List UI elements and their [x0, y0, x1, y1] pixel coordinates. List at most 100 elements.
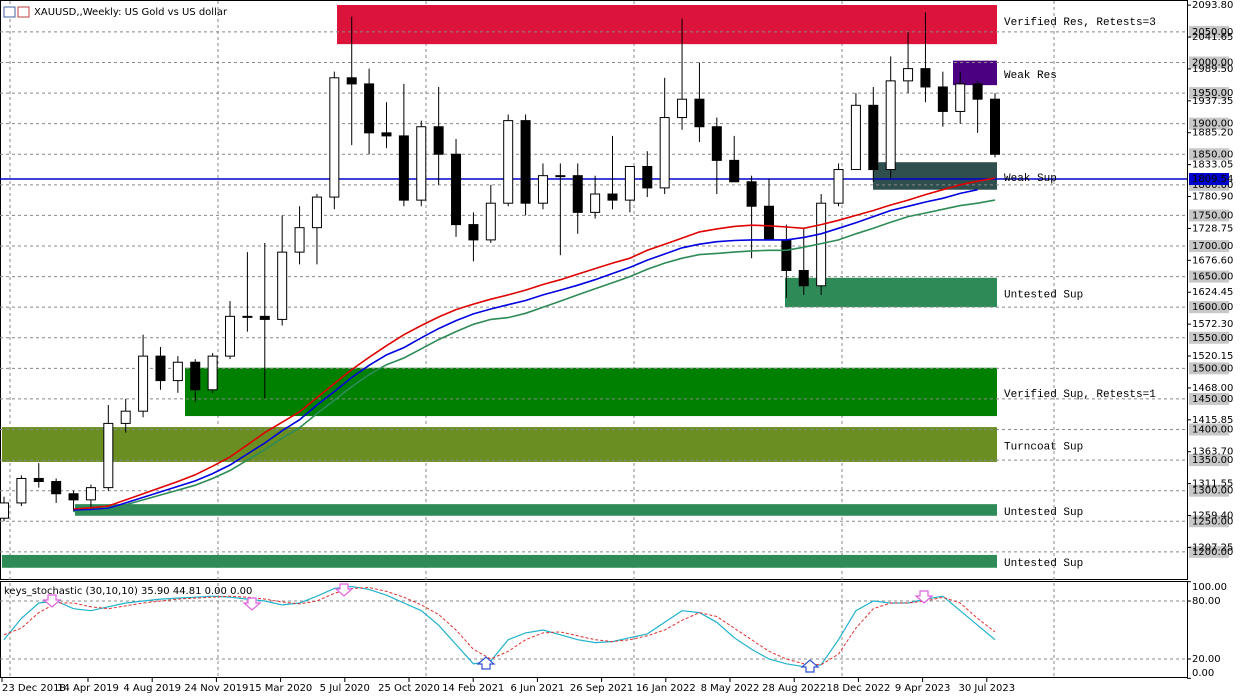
candle-body	[572, 175, 583, 213]
candle-body	[190, 361, 201, 391]
y-tick-label: 1624.45	[1192, 287, 1233, 298]
candle-body	[16, 477, 27, 504]
level-box	[1189, 87, 1229, 100]
x-tick-label: 15 Mar 2020	[249, 683, 312, 694]
candle-body	[398, 135, 409, 201]
y-tick-label: 1676.60	[1192, 255, 1233, 266]
x-tick-label: 25 Oct 2020	[378, 683, 440, 694]
x-tick-label: 28 Aug 2022	[762, 683, 826, 694]
candle-body	[624, 165, 635, 201]
indicator-title: keys_stochastic (30,10,10) 35.90 44.81 0…	[4, 586, 252, 597]
candle-body	[259, 315, 270, 320]
main-pane	[0, 0, 1188, 580]
level-label: 1500.00	[1192, 363, 1233, 374]
moving-average	[73, 199, 996, 513]
candle-body	[346, 77, 357, 85]
level-label: 1400.00	[1192, 425, 1233, 436]
zone	[337, 5, 997, 45]
zone-label: Turncoat Sup	[1004, 441, 1083, 453]
candle-body	[850, 104, 861, 171]
candle-body	[207, 355, 218, 391]
down-arrow	[334, 583, 354, 597]
candle-body	[746, 181, 757, 207]
candle-body	[781, 239, 792, 271]
level-box	[1189, 148, 1229, 161]
y-tick-label: 1780.90	[1192, 192, 1233, 203]
price-plot	[0, 5, 1187, 568]
y-tick-label: 20.00	[1192, 654, 1221, 665]
level-label: 1650.00	[1192, 272, 1233, 283]
candle-body	[537, 175, 548, 204]
x-tick-label: 30 Jul 2023	[958, 683, 1015, 694]
candle-body	[0, 502, 9, 519]
down-arrow	[914, 590, 934, 604]
zone-label: Weak Res	[1004, 70, 1057, 82]
candle-body	[868, 104, 879, 171]
zone	[2, 427, 997, 462]
price-axis: 2050.00 2000.00 1950.00 1900.00 1850.00 1800.…	[1187, 0, 1233, 558]
candle-body	[85, 487, 96, 501]
level-box	[1189, 25, 1229, 38]
y-tick-label: 2093.80	[1192, 0, 1233, 11]
candle-body	[225, 315, 236, 357]
down-arrow	[42, 594, 62, 608]
x-tick-label: 16 Jan 2022	[636, 683, 696, 694]
level-box	[1189, 454, 1229, 467]
candle-body	[659, 117, 670, 189]
candle-body	[120, 410, 131, 424]
level-label: 1950.00	[1192, 88, 1233, 99]
candle-body	[33, 477, 44, 483]
candle-body	[277, 251, 288, 320]
signal-arrows	[42, 583, 934, 673]
candle-body	[763, 205, 774, 241]
y-tick-label: 100.00	[1192, 582, 1227, 593]
candle-body	[833, 169, 844, 204]
y-tick-label: 1207.25	[1192, 542, 1233, 553]
candle-body	[937, 86, 948, 112]
y-tick-label: 0.00	[1192, 668, 1214, 679]
vertical-grid	[9, 1, 1055, 677]
level-box	[1189, 209, 1229, 222]
candle-body	[103, 422, 114, 489]
x-tick-label: 24 Nov 2019	[184, 683, 248, 694]
y-tick-label: 2041.65	[1192, 32, 1233, 43]
x-tick-label: 4 Aug 2019	[123, 683, 181, 694]
candle-body	[607, 193, 618, 201]
level-label: 1600.00	[1192, 302, 1233, 313]
level-box	[1189, 301, 1229, 314]
y-tick-label: 1259.40	[1192, 511, 1233, 522]
zone	[2, 554, 997, 568]
candle-body	[451, 153, 462, 226]
level-box	[1189, 240, 1229, 253]
candle-body	[485, 202, 496, 241]
candle-body	[590, 193, 601, 213]
down-arrow	[242, 597, 262, 611]
candle-body	[642, 165, 653, 189]
moving-average	[73, 188, 978, 512]
candle-body	[329, 77, 340, 198]
level-label: 1350.00	[1192, 455, 1233, 466]
candle-body	[242, 315, 253, 318]
y-tick-label: 1833.05	[1192, 160, 1233, 171]
zone-label: Verified Sup, Retests=1	[1004, 389, 1156, 401]
moving-average	[73, 177, 996, 510]
x-tick-label: 18 Dec 2022	[826, 683, 890, 694]
y-tick-label: 1363.70	[1192, 447, 1233, 458]
candle-body	[416, 126, 427, 201]
level-label: 1850.00	[1192, 149, 1233, 160]
x-tick-label: 14 Feb 2021	[442, 683, 504, 694]
y-tick-label: 1520.15	[1192, 351, 1233, 362]
chart-title: XAUUSD,,Weekly: US Gold vs US dollar	[34, 7, 228, 18]
candle-body	[520, 120, 531, 204]
y-tick-label: 1415.85	[1192, 415, 1233, 426]
candle-body	[364, 83, 375, 134]
stochastic-signal	[3, 586, 996, 666]
zone-label: Verified Res, Retests=3	[1004, 17, 1156, 29]
level-box	[1189, 56, 1229, 69]
level-label: 1800.00	[1192, 180, 1233, 191]
candle-body	[433, 126, 444, 155]
level-box	[1189, 545, 1229, 558]
indicator-plot: 100.00 80.00 20.00 0.00	[0, 581, 1227, 679]
candle-body	[694, 98, 705, 128]
y-tick-label: 1468.00	[1192, 383, 1233, 394]
